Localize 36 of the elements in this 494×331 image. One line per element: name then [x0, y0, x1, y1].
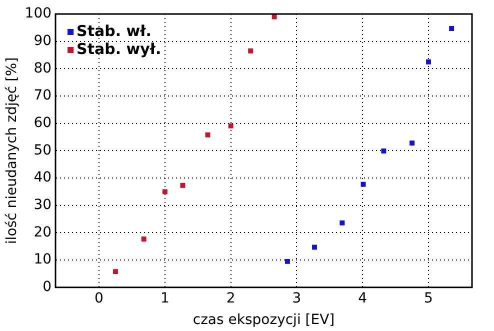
- x-tick-label: 5: [424, 290, 433, 306]
- y-tick-label: 30: [34, 197, 52, 214]
- point: [113, 269, 118, 274]
- point: [410, 140, 415, 146]
- point: [205, 132, 210, 138]
- x-tick-label: 2: [226, 290, 236, 306]
- x-tick-label: 1: [160, 290, 170, 306]
- y-tick-label: 40: [34, 170, 52, 186]
- legend-label: Stab. wł.: [76, 22, 152, 40]
- legend-label: Stab. wył.: [76, 40, 162, 58]
- point: [180, 182, 186, 188]
- y-tick-label: 50: [34, 142, 52, 158]
- point: [426, 59, 431, 64]
- point: [381, 148, 386, 154]
- y-tick-label: 100: [24, 6, 52, 22]
- point: [141, 236, 146, 242]
- y-tick-label: 80: [34, 60, 52, 76]
- y-axis-title: ilość nieudanych zdjęć [%]: [4, 57, 20, 244]
- x-tick-label: 4: [358, 290, 368, 306]
- y-tick-label: 10: [34, 252, 52, 268]
- y-tick-label: 60: [34, 115, 52, 131]
- point: [340, 220, 345, 226]
- x-axis-title: czas ekspozycji [EV]: [192, 312, 335, 328]
- y-tick-label: 0: [42, 279, 52, 296]
- y-tick-label: 20: [34, 224, 52, 240]
- point: [449, 26, 454, 31]
- point: [162, 189, 168, 194]
- x-tick-label: 3: [292, 290, 302, 306]
- x-tick-label: 0: [94, 290, 104, 306]
- point: [228, 123, 234, 128]
- point: [312, 244, 317, 250]
- point: [248, 48, 254, 54]
- y-tick-label: 70: [34, 88, 52, 104]
- point: [360, 182, 366, 187]
- y-tick-label: 90: [34, 32, 52, 49]
- point: [285, 258, 290, 264]
